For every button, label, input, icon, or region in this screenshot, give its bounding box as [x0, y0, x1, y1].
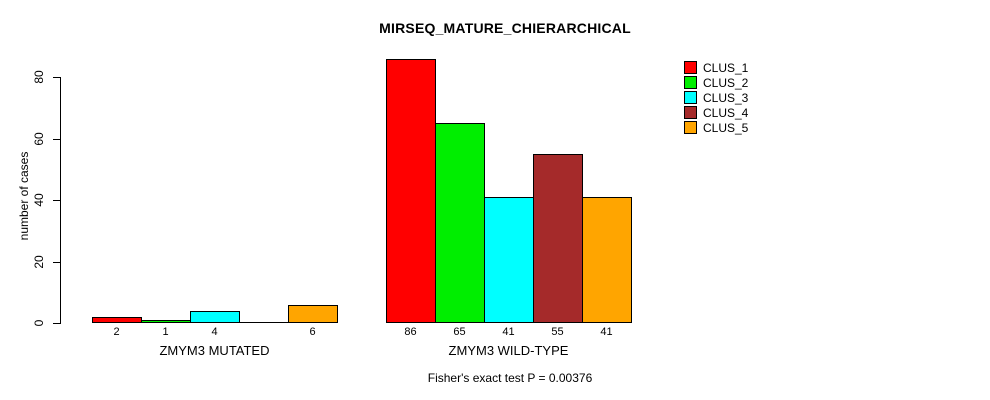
legend-item: CLUS_2 [684, 75, 748, 90]
bar [484, 197, 534, 323]
bar-value-label: 6 [309, 326, 316, 338]
y-tick-mark [53, 138, 60, 140]
y-tick-label: 20 [32, 254, 46, 269]
legend-swatch [684, 76, 697, 89]
y-axis-line [60, 77, 61, 324]
legend-swatch [684, 91, 697, 104]
legend-item: CLUS_3 [684, 90, 748, 105]
legend-label: CLUS_3 [703, 90, 749, 105]
bar [141, 320, 191, 323]
legend-swatch [684, 106, 697, 119]
bar-zero-baseline [239, 322, 289, 323]
y-tick-label: 60 [32, 131, 46, 146]
group-axis-label: ZMYM3 MUTATED [159, 343, 270, 358]
group-axis-label: ZMYM3 WILD-TYPE [448, 343, 569, 358]
legend-label: CLUS_1 [703, 60, 749, 75]
y-axis-label: number of cases [17, 151, 31, 241]
y-tick-mark [53, 261, 60, 263]
legend-swatch [684, 61, 697, 74]
bar [435, 123, 485, 323]
legend: CLUS_1 CLUS_2 CLUS_3 CLUS_4 CLUS_5 [684, 60, 748, 135]
legend-item: CLUS_5 [684, 120, 748, 135]
y-tick-mark [53, 323, 60, 324]
legend-label: CLUS_2 [703, 75, 749, 90]
bar-value-label: 2 [113, 326, 120, 338]
chart-title: MIRSEQ_MATURE_CHIERARCHICAL [379, 20, 631, 36]
bar [533, 154, 583, 323]
y-tick-label: 0 [32, 319, 46, 327]
bar-value-label: 41 [502, 326, 515, 338]
legend-label: CLUS_4 [703, 105, 749, 120]
footer-pvalue-text: Fisher's exact test P = 0.00376 [427, 371, 593, 385]
legend-item: CLUS_4 [684, 105, 748, 120]
bar-value-label: 65 [453, 326, 466, 338]
bar [92, 317, 142, 323]
bar-value-label: 55 [551, 326, 564, 338]
legend-swatch [684, 121, 697, 134]
y-tick-mark [53, 200, 60, 201]
bar-value-label: 86 [404, 326, 417, 338]
bar-value-label: 41 [600, 326, 613, 338]
bar-value-label: 1 [162, 326, 169, 338]
legend-item: CLUS_1 [684, 60, 748, 75]
y-tick-mark [53, 77, 60, 78]
bar [288, 305, 338, 323]
legend-label: CLUS_5 [703, 120, 749, 135]
bar [386, 59, 436, 323]
y-tick-label: 80 [32, 70, 46, 84]
bar-value-label: 4 [211, 326, 218, 338]
bar [190, 311, 240, 323]
y-tick-label: 40 [32, 193, 46, 207]
bar [582, 197, 632, 323]
